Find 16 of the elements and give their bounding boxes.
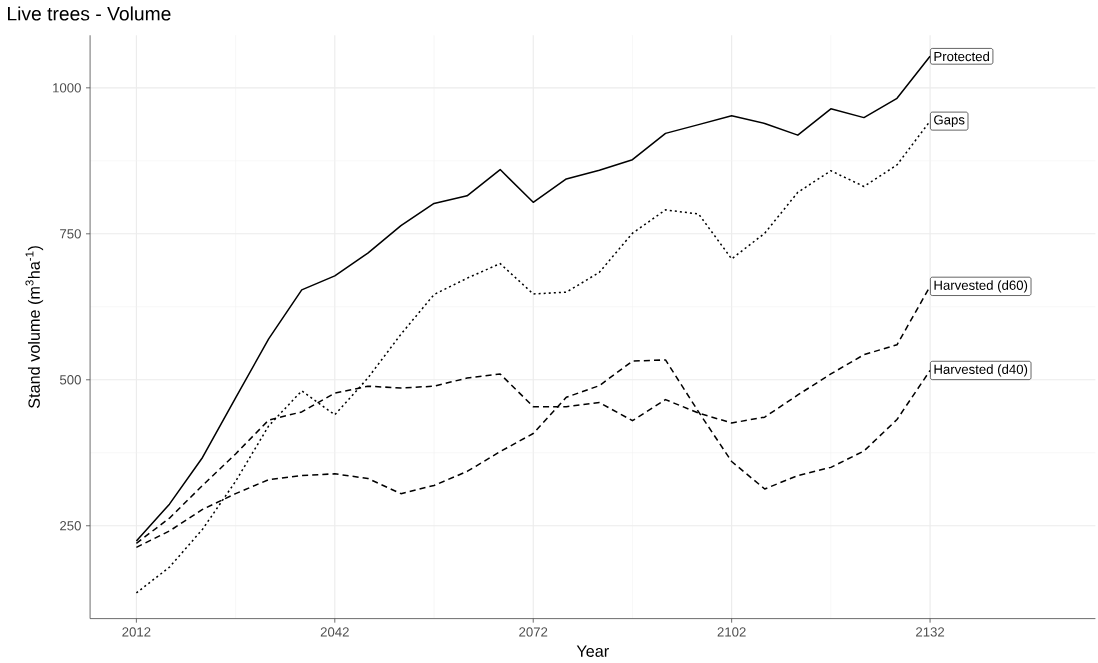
x-tick-label: 2012 <box>122 627 151 637</box>
annotation: Protected <box>934 51 990 61</box>
y-tick-label: 250 <box>60 520 81 531</box>
annotation: Harvested (d40) <box>934 364 1028 377</box>
x-tick-label: 2042 <box>320 627 349 637</box>
x-tick-label: 2132 <box>916 627 945 637</box>
annotation: Harvested (d60) <box>934 280 1028 293</box>
annotation: Gaps <box>934 114 965 127</box>
chart-title: Live trees - Volume <box>8 6 171 21</box>
y-tick-label: 1000 <box>53 83 81 93</box>
x-tick-label: 2072 <box>519 627 548 637</box>
x-tick-label: 2102 <box>717 627 746 637</box>
y-axis-title: Stand volume (m$^{3}$ha$^{-1}$) <box>25 246 44 408</box>
x-axis-title: Year <box>576 645 609 657</box>
y-tick-label: 500 <box>59 374 81 385</box>
y-tick-label: 750 <box>60 228 81 239</box>
